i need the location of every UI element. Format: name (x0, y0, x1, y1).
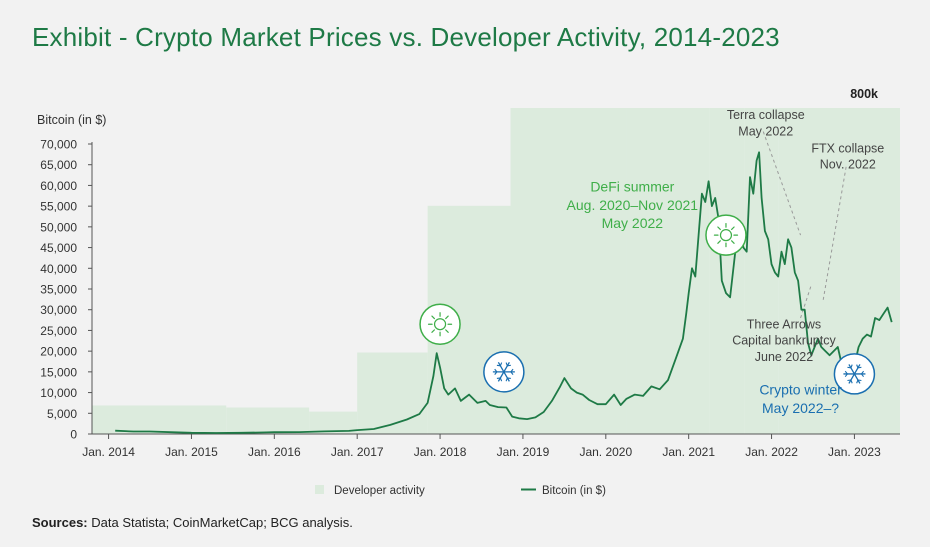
annotation-2-line-1: Nov. 2022 (820, 158, 876, 172)
y-tick-label-0: 0 (70, 428, 77, 442)
secondary-axis-label: 800k (850, 87, 878, 101)
x-tick-label-8: Jan. 2022 (745, 445, 798, 459)
y-tick-label-11: 55,000 (40, 200, 77, 214)
developer-activity-bar-2 (309, 411, 358, 434)
x-tick-label-4: Jan. 2018 (414, 445, 467, 459)
y-tick-label-8: 40,000 (40, 262, 77, 276)
legend-label-bitcoin: Bitcoin (in $) (542, 485, 606, 497)
sun-icon (705, 214, 747, 256)
annotation-4-line-1: May 2022–? (762, 400, 839, 416)
y-axis: 0 5,000 10,000 15,000 20,000 25,000 30,000 35,0… (40, 138, 93, 442)
y-tick-label-4: 20,000 (40, 345, 77, 359)
source-label: Sources: (32, 515, 88, 530)
developer-activity-bar-9 (744, 108, 779, 434)
x-tick-label-0: Jan. 2014 (82, 445, 135, 459)
developer-activity-bar-0 (92, 405, 227, 434)
annotation-1-line-1: May 2022 (738, 124, 793, 138)
sun-icon (419, 303, 461, 345)
y-tick-label-5: 25,000 (40, 324, 77, 338)
y-tick-label-13: 65,000 (40, 158, 77, 172)
callout-lines (762, 131, 847, 319)
source-note: Sources: Data Statista; CoinMarketCap; B… (32, 515, 353, 530)
y-tick-label-14: 70,000 (40, 138, 77, 152)
y-tick-label-3: 15,000 (40, 365, 77, 379)
callout-line-1 (822, 166, 847, 302)
annotation-3-line-1: Capital bankruptcy (732, 334, 836, 348)
y-axis-label: Bitcoin (in $) (37, 113, 106, 127)
y-tick-label-12: 60,000 (40, 179, 77, 193)
callout-line-0 (762, 131, 802, 236)
x-tick-label-5: Jan. 2019 (497, 445, 550, 459)
annotation-0-line-1: Aug. 2020–Nov 2021 (567, 197, 699, 213)
developer-activity-bar-6 (578, 108, 627, 434)
bitcoin-price-line (115, 151, 893, 434)
snowflake-icon (483, 351, 525, 393)
x-tick-label-2: Jan. 2016 (248, 445, 301, 459)
developer-activity-bar-7 (626, 108, 710, 434)
developer-activity-bar-3 (357, 352, 428, 434)
y-tick-label-2: 10,000 (40, 386, 77, 400)
annotation-0-line-2: May 2022 (602, 215, 664, 231)
annotation-1-line-0: Terra collapse (727, 108, 805, 122)
market-phase-icons (419, 214, 876, 395)
legend: Developer activity Bitcoin (in $) (315, 485, 606, 497)
annotation-2-line-0: FTX collapse (811, 141, 884, 155)
snowflake-icon (833, 353, 876, 395)
x-tick-label-3: Jan. 2017 (331, 445, 384, 459)
developer-activity-bar-1 (226, 407, 310, 434)
annotation-4-line-0: Crypto winter (759, 382, 842, 398)
source-text: Data Statista; CoinMarketCap; BCG analys… (87, 515, 353, 530)
annotation-3-line-2: June 2022 (755, 350, 813, 364)
y-tick-label-7: 35,000 (40, 283, 77, 297)
annotation-0-line-0: DeFi summer (590, 179, 674, 195)
legend-swatch-developer-activity (315, 485, 324, 494)
y-tick-label-6: 30,000 (40, 303, 77, 317)
x-axis: Jan. 2014 Jan. 2015 Jan. 2016 Jan. 2017 Jan.… (82, 433, 900, 459)
page-title: Exhibit - Crypto Market Prices vs. Devel… (32, 22, 780, 52)
annotations: DeFi summer Aug. 2020–Nov 2021 May 2022 Ter… (567, 108, 885, 416)
x-tick-label-6: Jan. 2020 (579, 445, 632, 459)
developer-activity-bar-8 (709, 108, 745, 434)
y-tick-label-1: 5,000 (47, 407, 77, 421)
y-tick-label-9: 45,000 (40, 241, 77, 255)
x-tick-label-9: Jan. 2023 (828, 445, 881, 459)
x-tick-label-1: Jan. 2015 (165, 445, 218, 459)
annotation-3-line-0: Three Arrows (747, 317, 821, 331)
y-tick-label-10: 50,000 (40, 220, 77, 234)
x-tick-label-7: Jan. 2021 (662, 445, 715, 459)
legend-label-developer-activity: Developer activity (334, 485, 425, 497)
